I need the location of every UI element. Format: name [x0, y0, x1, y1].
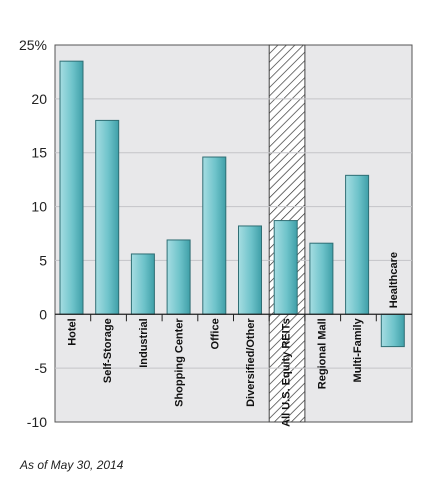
x-category-label: Industrial [138, 318, 150, 368]
bar-healthcare [380, 313, 405, 348]
x-category-label: Office [209, 318, 221, 349]
y-tick-label: -5 [35, 360, 48, 376]
x-category-label: Multi-Family [352, 317, 364, 382]
x-category-label: Regional Mall [316, 318, 328, 389]
bar-hotel [59, 60, 84, 315]
bar-shopping-center [166, 239, 191, 315]
y-tick-label: 5 [39, 252, 47, 268]
bar-self-storage [95, 119, 120, 315]
bar-office [202, 156, 227, 315]
x-category-label: Diversified/Other [245, 318, 257, 407]
x-category-label: Healthcare [388, 252, 400, 308]
y-tick-label: -10 [27, 414, 47, 430]
x-category-label: Shopping Center [174, 318, 186, 407]
bar-diversified-other [238, 225, 262, 315]
y-tick-label: 20 [31, 91, 47, 107]
bar-multi-family [345, 174, 370, 315]
y-tick-label: 15 [31, 145, 47, 161]
bar-industrial [130, 253, 155, 315]
y-tick-label: 25% [19, 37, 47, 53]
x-category-label: Hotel [67, 318, 79, 346]
x-category-label: Self-Storage [102, 318, 114, 383]
bar-regional-mall [309, 242, 334, 315]
y-tick-label: 0 [39, 306, 47, 322]
as-of-note: As of May 30, 2014 [20, 458, 124, 472]
bar-all-u-s-equity-reits [273, 220, 298, 315]
x-category-label: All U.S. Equity REITs [281, 318, 293, 427]
y-tick-label: 10 [31, 199, 47, 215]
